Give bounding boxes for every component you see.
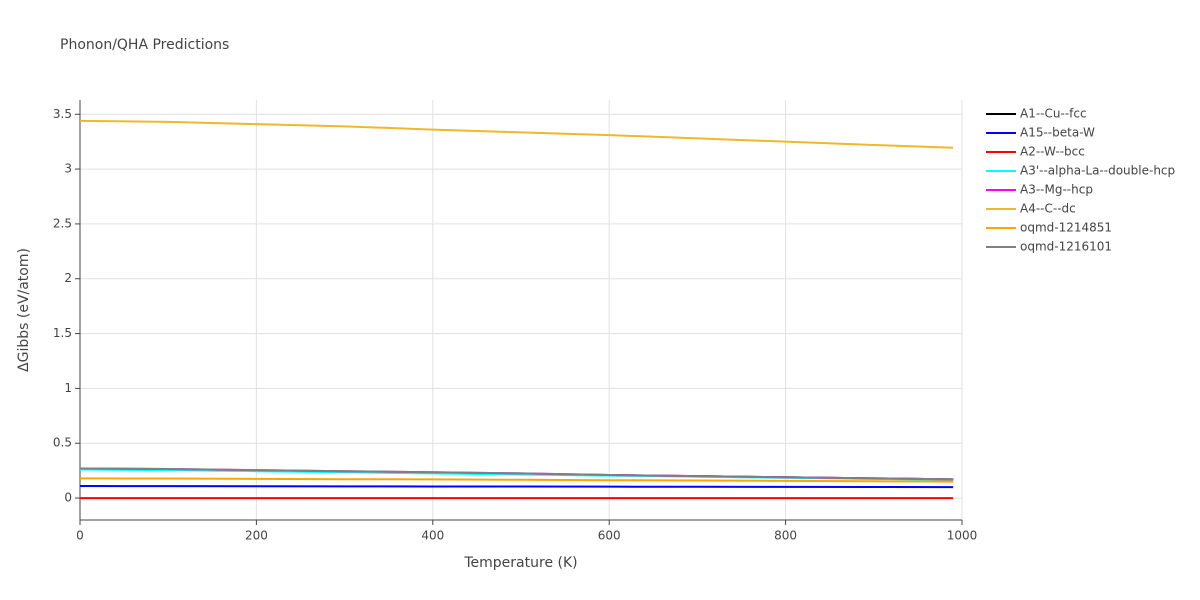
y-tick-label: 3.5 — [53, 107, 72, 121]
y-tick-label: 2 — [64, 271, 72, 285]
x-axis-title: Temperature (K) — [463, 555, 577, 571]
legend-label: A15--beta-W — [1020, 126, 1095, 140]
y-tick-label: 3 — [64, 162, 72, 176]
x-tick-label: 400 — [421, 529, 444, 543]
y-tick-label: 0 — [64, 491, 72, 505]
y-axis-title: ΔGibbs (eV/atom) — [16, 248, 32, 372]
legend-label: A1--Cu--fcc — [1020, 107, 1087, 121]
legend-label: oqmd-1216101 — [1020, 240, 1112, 254]
x-tick-label: 800 — [774, 529, 797, 543]
series-line — [79, 477, 954, 483]
legend-label: A3--Mg--hcp — [1020, 183, 1093, 197]
x-tick-label: 600 — [598, 529, 621, 543]
y-tick-label: 2.5 — [53, 216, 72, 230]
y-tick-label: 0.5 — [53, 436, 72, 450]
legend-label: A3'--alpha-La--double-hcp — [1020, 164, 1175, 178]
x-tick-label: 1000 — [947, 529, 978, 543]
y-tick-label: 1.5 — [53, 326, 72, 340]
x-tick-label: 200 — [245, 529, 268, 543]
x-tick-label: 0 — [76, 529, 84, 543]
legend-label: A4--C--dc — [1020, 202, 1076, 216]
legend-label: A2--W--bcc — [1020, 145, 1085, 159]
series-line — [79, 119, 954, 149]
chart-title: Phonon/QHA Predictions — [60, 37, 229, 53]
y-tick-label: 1 — [64, 381, 72, 395]
series-line — [79, 485, 954, 489]
legend-label: oqmd-1214851 — [1020, 221, 1112, 235]
series-line — [79, 467, 954, 481]
